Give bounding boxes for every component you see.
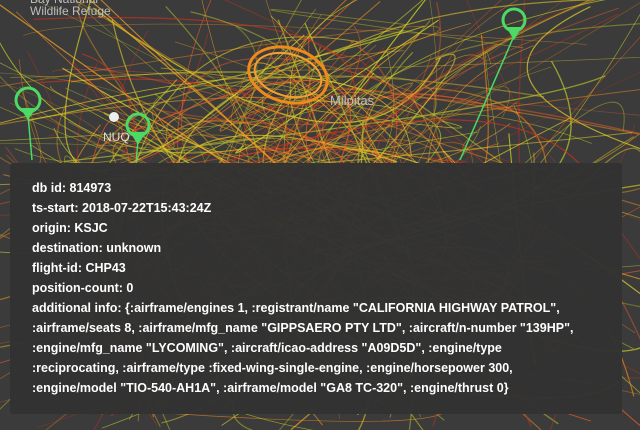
map-label: Milpitas [330,93,375,108]
flight-track [71,71,416,113]
flight-track [0,76,412,156]
tooltip-line: db id: 814973 [32,181,112,195]
map-label: Wildlife Refuge [30,4,111,18]
tooltip-line: additional info: {:airframe/engines 1, :… [32,301,560,315]
flight-track [98,79,352,184]
flight-track [241,99,463,129]
tooltip-line: position-count: 0 [32,281,134,295]
flight-track [26,51,58,137]
marker[interactable] [14,86,42,161]
flight-track [23,23,587,45]
airport-icon [109,112,119,122]
tooltip-line: :reciprocating, :airframe/type :fixed-wi… [32,361,513,375]
flight-track [235,19,439,154]
flight-track [270,9,524,49]
tooltip-line: destination: unknown [32,241,162,255]
tooltip-line: flight-id: CHP43 [32,261,126,275]
flight-track [0,86,42,171]
flight-track [201,0,310,143]
tooltip-line: :engine/mfg_name "LYCOMING", :aircraft/i… [32,341,502,355]
tooltip: db id: 814973 ts-start: 2018-07-22T15:43:… [10,163,622,414]
marker[interactable] [125,112,151,164]
marker[interactable] [459,7,527,161]
flight-loop [247,45,329,105]
flight-track [262,0,609,193]
tooltip-line: :engine/model "TIO-540-AH1A", :airframe/… [32,381,509,395]
flight-loop [253,51,323,99]
tooltip-line: origin: KSJC [32,221,108,235]
flight-track [219,0,381,132]
flight-track [15,11,175,149]
flight-track [120,0,355,167]
tooltip-line: ts-start: 2018-07-22T15:43:24Z [32,201,212,215]
tooltip-line: :airframe/seats 8, :airframe/mfg_name "G… [32,321,574,335]
map-label: Bay National [30,0,98,6]
flight-track [526,6,640,150]
map-label: NUQ [103,130,130,144]
flight-track [176,57,413,203]
flight-track [155,2,442,126]
flight-track [0,41,267,154]
flight-track [28,25,425,122]
flight-track [162,412,445,422]
flight-track [65,75,606,163]
